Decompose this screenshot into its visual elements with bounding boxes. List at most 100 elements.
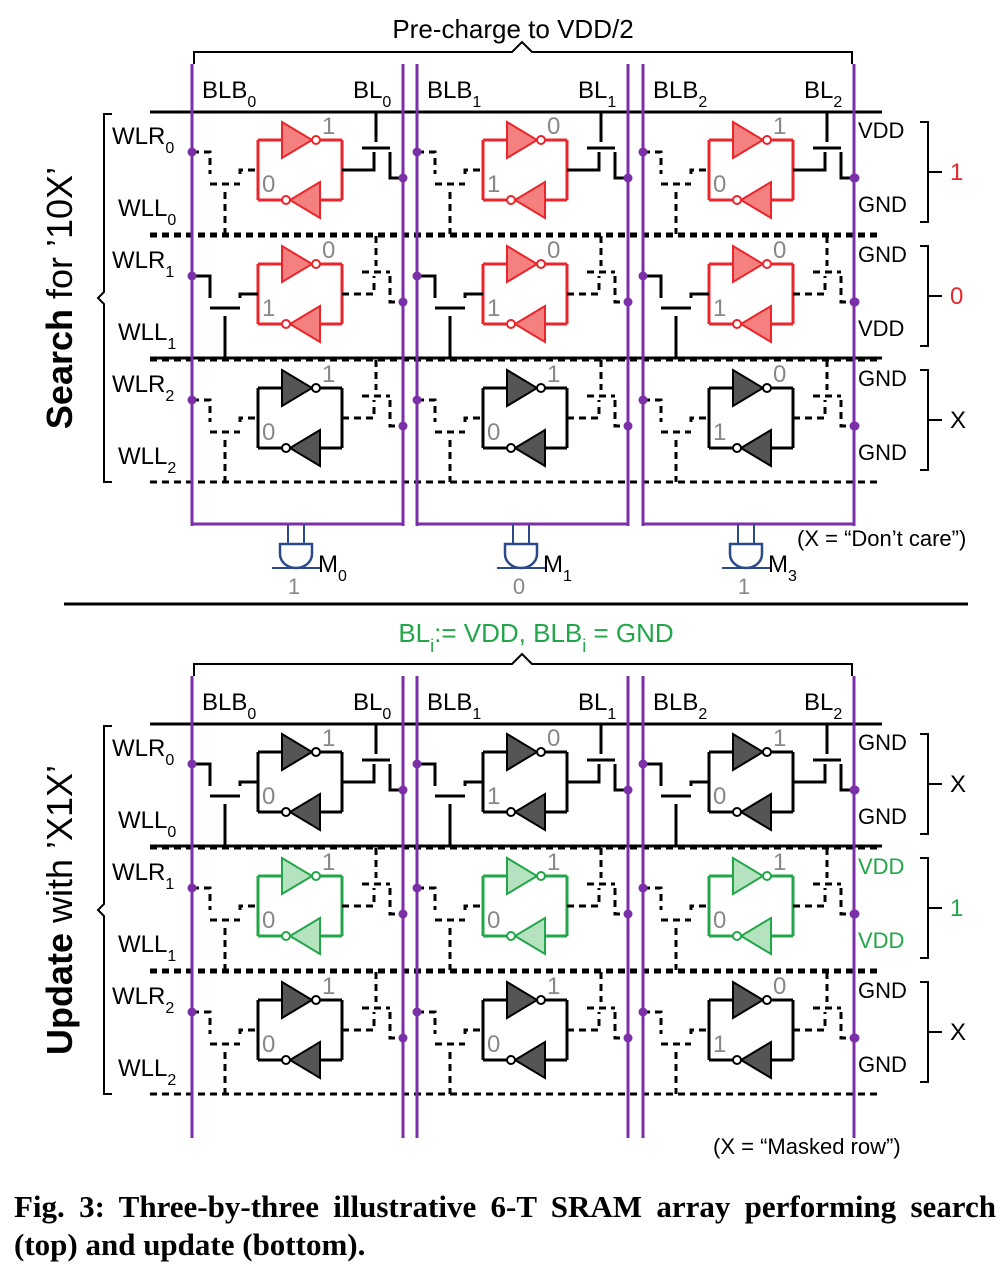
inverter-triangle bbox=[288, 304, 321, 344]
access-transistor-left bbox=[643, 150, 663, 174]
bitline-blb-label-subscript: 1 bbox=[472, 94, 481, 111]
wordline-wll-label-text: WLL bbox=[118, 195, 167, 222]
row-value-label-text: X bbox=[950, 771, 966, 798]
stored-bit-label: 0 bbox=[487, 907, 500, 934]
wordline-wll-label: WLL0 bbox=[118, 195, 176, 229]
section-title-rest: for ’10X’ bbox=[39, 167, 80, 309]
inverter-bubble bbox=[536, 747, 546, 757]
bitline-node bbox=[850, 421, 860, 431]
bitline-node bbox=[638, 271, 648, 281]
stored-bit-label: 0 bbox=[262, 419, 275, 446]
stored-bit-label-text: 0 bbox=[713, 907, 726, 934]
stored-bit-label-text: 0 bbox=[773, 237, 786, 264]
stored-bit-label-text: 1 bbox=[322, 725, 335, 752]
stored-bit-label-text: 0 bbox=[322, 237, 335, 264]
mux-label: M3 bbox=[768, 551, 797, 585]
access-transistor-right bbox=[793, 1012, 827, 1032]
bitline-bl-label-text: BL bbox=[578, 689, 607, 716]
wordline-wlr-label: WLR1 bbox=[112, 247, 174, 281]
stored-bit-label-text: 1 bbox=[487, 295, 500, 322]
inverter-bubble bbox=[732, 931, 742, 941]
access-transistor-right bbox=[793, 888, 827, 908]
bitline-node bbox=[398, 173, 408, 183]
wordline-wlr-label-subscript: 0 bbox=[165, 752, 174, 769]
mux-label-text: M bbox=[543, 551, 563, 578]
inverter-triangle bbox=[513, 792, 546, 832]
bitline-node bbox=[638, 759, 648, 769]
access-transistor-left bbox=[417, 886, 437, 910]
bitline-bl-label-text: BL bbox=[578, 77, 607, 104]
inverter-bubble bbox=[506, 319, 516, 329]
bitline-node bbox=[850, 909, 860, 919]
stored-bit-label: 0 bbox=[262, 907, 275, 934]
access-transistor-right bbox=[613, 1012, 628, 1040]
rail-label-text: GND bbox=[858, 242, 907, 267]
inverter-bubble bbox=[281, 195, 291, 205]
bitline-blb-label-text: BLB bbox=[427, 77, 472, 104]
access-transistor-left bbox=[643, 1010, 663, 1034]
rail-label-text: VDD bbox=[858, 118, 904, 143]
inverter-triangle bbox=[281, 980, 314, 1020]
stored-bit-label: 1 bbox=[322, 113, 335, 140]
bitline-node bbox=[623, 1033, 633, 1043]
access-transistor-right bbox=[342, 400, 376, 420]
bitline-blb-label-subscript: 2 bbox=[698, 706, 707, 723]
search-note-text: (X = “Don’t care”) bbox=[797, 526, 966, 551]
access-transistor-left bbox=[192, 398, 212, 422]
wordline-wll-label: WLL2 bbox=[118, 1055, 176, 1089]
mux-output-label-text: 0 bbox=[513, 574, 525, 599]
row-value-label-text: 1 bbox=[950, 159, 963, 186]
rail-label: GND bbox=[858, 366, 907, 391]
access-transistor-left bbox=[238, 292, 258, 298]
stored-bit-label: 0 bbox=[547, 113, 560, 140]
column-bracket bbox=[193, 652, 853, 676]
access-transistor-left bbox=[463, 292, 483, 298]
inverter-bubble bbox=[762, 871, 772, 881]
mux-body bbox=[503, 542, 539, 570]
sram-cell: 10 bbox=[192, 112, 403, 234]
inverter-bubble bbox=[311, 135, 321, 145]
mux-label: M1 bbox=[543, 551, 572, 585]
sram-cell: 01 bbox=[192, 236, 403, 358]
wordline-wlr-label-text: WLR bbox=[112, 735, 165, 762]
access-transistor-left bbox=[463, 1028, 483, 1034]
access-transistor-right bbox=[567, 888, 601, 908]
inverter-bubble bbox=[281, 931, 291, 941]
inverter-bubble bbox=[311, 995, 321, 1005]
sram-cell: 10 bbox=[417, 360, 628, 482]
write-label-part: BL bbox=[398, 618, 430, 648]
wordline-wlr-label-text: WLR bbox=[112, 371, 165, 398]
access-transistor-left bbox=[689, 292, 709, 298]
write-label: BLi:= VDD, BLBi = GND bbox=[398, 618, 673, 656]
access-transistor-left bbox=[417, 274, 437, 298]
inverter-triangle bbox=[506, 244, 539, 284]
inverter-triangle bbox=[513, 916, 546, 956]
bitline-node bbox=[638, 1007, 648, 1017]
access-transistor-left bbox=[417, 1010, 437, 1034]
bitline-blb-label: BLB1 bbox=[427, 77, 481, 111]
bitline-node bbox=[187, 395, 197, 405]
bitline-bl-label: BL2 bbox=[804, 689, 842, 723]
bitline-blb-label-subscript: 1 bbox=[472, 706, 481, 723]
rail-label-text: VDD bbox=[858, 928, 904, 953]
bitline-node bbox=[638, 883, 648, 893]
update-note-text: (X = “Masked row”) bbox=[713, 1134, 901, 1159]
rail-label-text: GND bbox=[858, 1052, 907, 1077]
stored-bit-label-text: 0 bbox=[773, 973, 786, 1000]
stored-bit-label: 1 bbox=[322, 973, 335, 1000]
write-label-part: := VDD, BLB bbox=[434, 618, 582, 648]
row-value-label-text: 0 bbox=[950, 283, 963, 310]
mux-label: M0 bbox=[318, 551, 347, 585]
inverter-bubble bbox=[536, 871, 546, 881]
bitline-bl-label-text: BL bbox=[804, 77, 833, 104]
rail-label: VDD bbox=[858, 316, 904, 341]
mux-label-subscript: 0 bbox=[338, 568, 347, 585]
access-transistor-left bbox=[192, 762, 212, 786]
access-transistor-right bbox=[342, 152, 376, 172]
wordline-wlr-label-subscript: 2 bbox=[165, 388, 174, 405]
stored-bit-label-text: 1 bbox=[773, 849, 786, 876]
bitline-bl-label: BL1 bbox=[578, 689, 616, 723]
wordline-wll-label-text: WLL bbox=[118, 443, 167, 470]
stored-bit-label: 1 bbox=[487, 171, 500, 198]
stored-bit-label-text: 1 bbox=[773, 725, 786, 752]
